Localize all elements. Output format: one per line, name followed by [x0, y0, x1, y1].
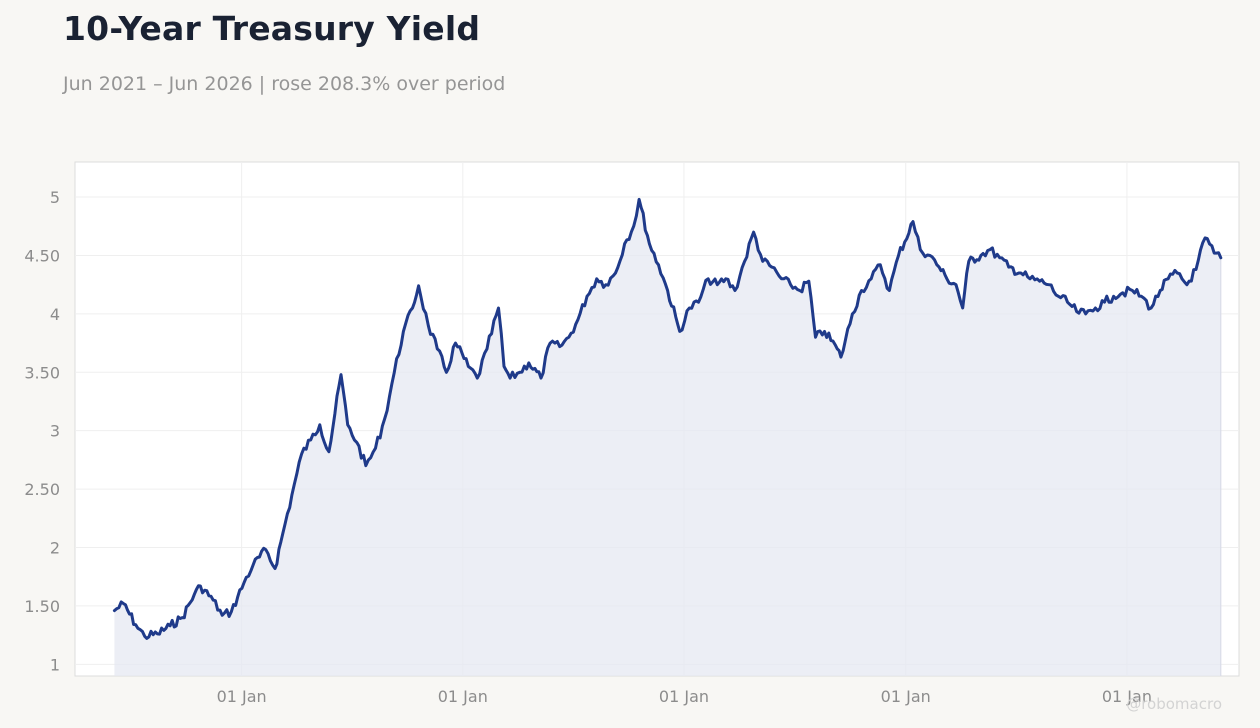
chart-subtitle: Jun 2021 – Jun 2026 | rose 208.3% over p…	[63, 73, 506, 95]
y-tick-label: 2	[50, 539, 60, 558]
x-tick-label: 01 Jan	[438, 687, 488, 706]
y-tick-label: 3	[50, 422, 60, 441]
series-area	[114, 199, 1221, 676]
x-tick-label: 01 Jan	[217, 687, 267, 706]
series-line	[112, 197, 1223, 640]
x-tick-label: 01 Jan	[659, 687, 709, 706]
y-tick-label: 1.50	[24, 597, 60, 616]
watermark: @robomacro	[1126, 695, 1222, 713]
y-tick-label: 2.50	[24, 480, 60, 499]
y-tick-label: 4.50	[24, 246, 60, 265]
y-tick-label: 1	[50, 655, 60, 674]
y-tick-label: 4	[50, 305, 60, 324]
x-tick-label: 01 Jan	[881, 687, 931, 706]
x-tick-label: 01 Jan	[1102, 687, 1152, 706]
y-tick-label: 5	[50, 188, 60, 207]
y-tick-label: 3.50	[24, 363, 60, 382]
chart-title: 10-Year Treasury Yield	[63, 9, 481, 48]
